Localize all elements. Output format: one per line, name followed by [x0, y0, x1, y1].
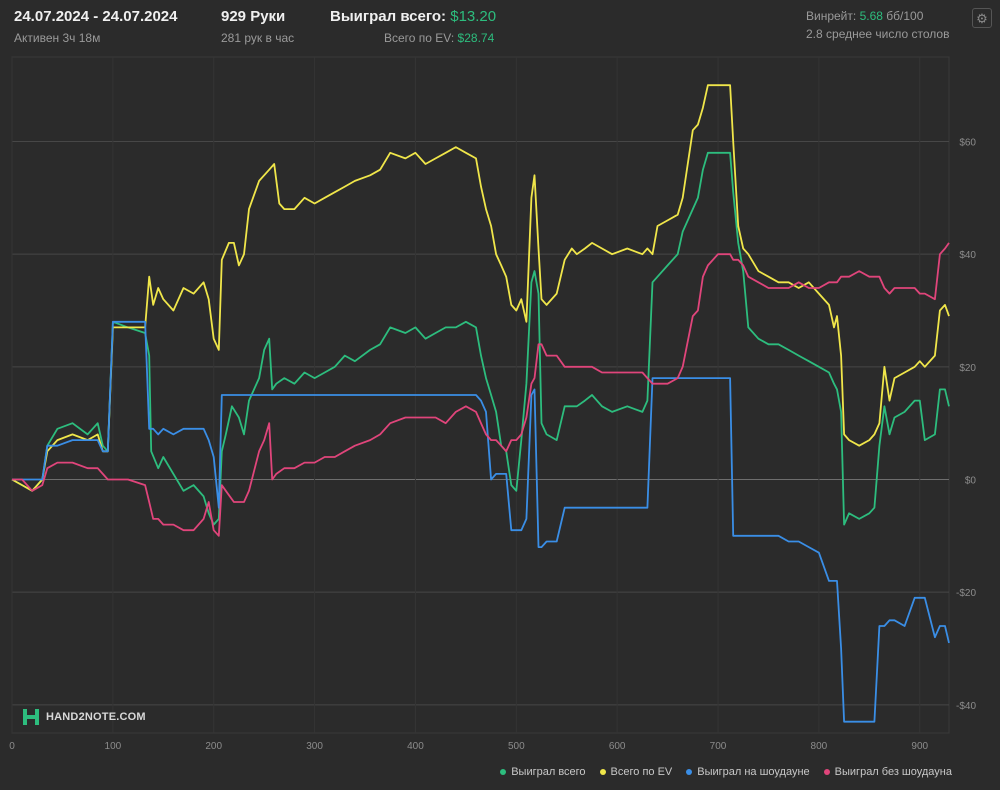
y-tick-label: $60 — [959, 138, 976, 149]
y-axis-labels: -$40 -$20 $0 $20 $40 $60 — [956, 138, 976, 712]
legend-dot-icon — [686, 769, 693, 775]
h2n-logo-icon — [23, 709, 39, 725]
winrate: Винрейт: 5.68 бб/100 — [806, 9, 923, 23]
legend-item-1[interactable]: Всего по EV — [599, 766, 673, 778]
chart-grid — [11, 56, 950, 734]
legend-dot-icon — [500, 769, 507, 775]
legend-label: Выиграл всего — [511, 766, 586, 778]
x-tick-label: 100 — [105, 741, 122, 752]
date-range: 24.07.2024 - 24.07.2024 — [14, 8, 178, 25]
winrate-unit: бб/100 — [886, 9, 924, 23]
x-tick-label: 0 — [9, 741, 15, 752]
winrate-value: 5.68 — [859, 9, 883, 23]
series-line-0 — [11, 151, 950, 526]
y-tick-label: $0 — [965, 476, 977, 487]
legend-item-3[interactable]: Выиграл без шоудауна — [823, 766, 952, 778]
y-tick-label: $20 — [959, 363, 976, 374]
active-time: Активен 3ч 18м — [14, 31, 101, 45]
x-tick-label: 700 — [710, 741, 727, 752]
chart-series — [11, 84, 950, 723]
avg-tables: 2.8 среднее число столов — [806, 27, 950, 41]
x-tick-label: 600 — [609, 741, 626, 752]
ev-total-label: Всего по EV: — [384, 31, 455, 45]
won-total: Выиграл всего: $13.20 — [330, 8, 496, 25]
series-line-1 — [11, 84, 950, 492]
ev-total: Всего по EV: $28.74 — [384, 31, 494, 45]
series-line-2 — [12, 320, 950, 723]
chart-header: 24.07.2024 - 24.07.2024 Активен 3ч 18м 9… — [0, 0, 1000, 56]
legend-label: Выиграл на шоудауне — [697, 766, 810, 778]
y-tick-label: -$20 — [956, 588, 976, 599]
legend-item-0[interactable]: Выиграл всего — [500, 766, 586, 778]
plot-frame — [11, 56, 950, 734]
ev-total-value: $28.74 — [457, 31, 495, 45]
won-total-label: Выиграл всего: — [330, 8, 447, 25]
x-tick-label: 900 — [911, 741, 928, 752]
won-total-value: $13.20 — [450, 8, 497, 25]
x-tick-label: 500 — [508, 741, 525, 752]
legend-item-2[interactable]: Выиграл на шоудауне — [686, 766, 810, 778]
winrate-label: Винрейт: — [806, 9, 857, 23]
x-tick-label: 800 — [811, 741, 828, 752]
chart-legend: Выиграл всего Всего по EV Выиграл на шоуда… — [500, 766, 952, 778]
legend-label: Выиграл без шоудауна — [834, 766, 952, 778]
legend-dot-icon — [823, 769, 830, 775]
x-tick-label: 200 — [205, 741, 222, 752]
x-axis-labels: 0 100 200 300 400 500 600 700 800 900 — [9, 741, 928, 752]
y-tick-label: -$40 — [956, 701, 976, 712]
legend-label: Всего по EV — [610, 766, 673, 778]
y-tick-label: $40 — [959, 250, 976, 261]
logo-text: HAND2NOTE.COM — [46, 711, 146, 723]
series-line-3 — [12, 242, 950, 537]
x-tick-label: 300 — [306, 741, 323, 752]
legend-dot-icon — [599, 769, 606, 775]
x-tick-label: 400 — [407, 741, 424, 752]
hands-per-hour: 281 рук в час — [221, 31, 295, 45]
gear-icon[interactable]: ⚙ — [972, 8, 992, 28]
hand2note-logo: HAND2NOTE.COM — [22, 708, 146, 726]
hands-count: 929 Руки — [221, 8, 286, 25]
